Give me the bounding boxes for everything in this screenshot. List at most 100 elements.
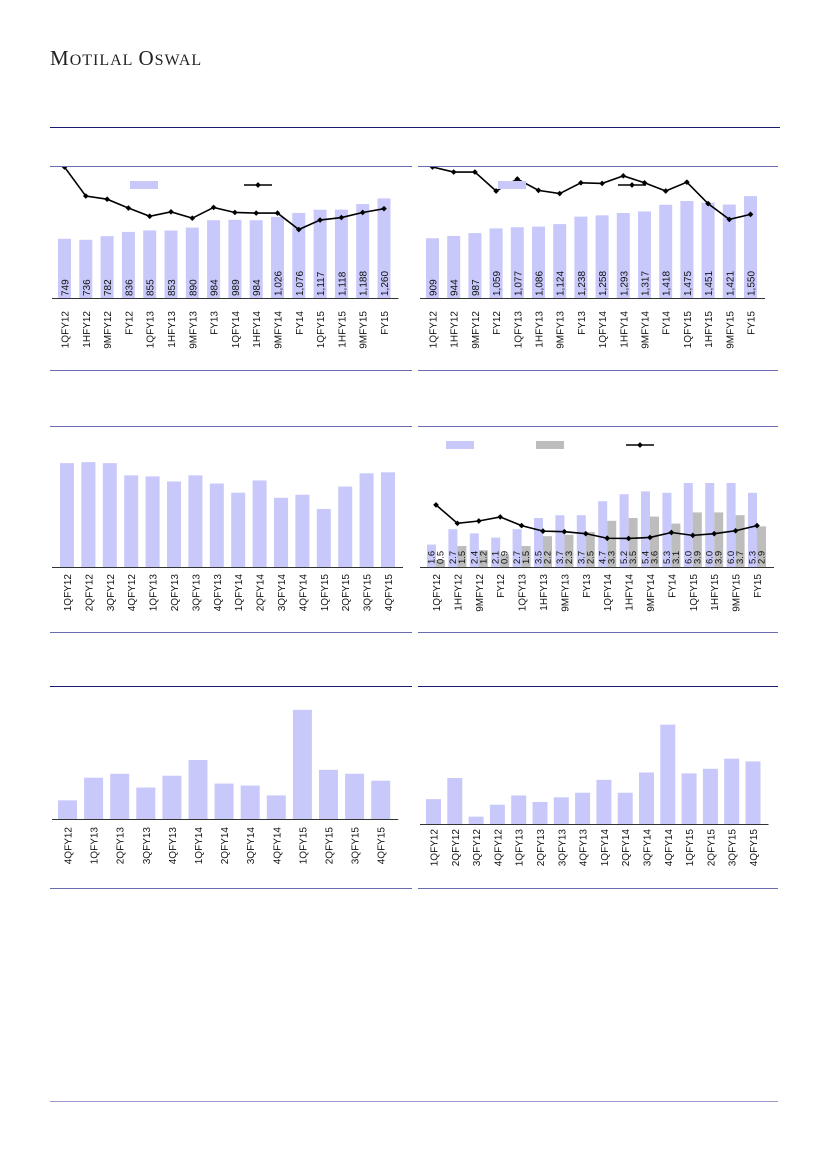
- bar-s1-5: [534, 518, 543, 567]
- x-tick-label-8: 1QFY14: [598, 311, 609, 349]
- x-tick-label-0: 1QFY12: [61, 311, 72, 349]
- data-label-s2-14: 3.7: [735, 551, 746, 564]
- x-tick-label-15: FY15: [380, 311, 391, 335]
- data-label-15: 1,260: [380, 271, 391, 296]
- data-label-s2-12: 3.9: [692, 551, 703, 564]
- legend-swatch-series2: [536, 441, 564, 449]
- chart-5: 4QFY12 1QFY13 2QFY13 3QFY13 4QFY13 1QFY14 2QFY…: [52, 709, 399, 865]
- bar-1: [84, 777, 104, 819]
- x-tick-label-9: 2QFY14: [621, 829, 632, 867]
- bar-s2-7: [585, 532, 595, 567]
- data-label-6: 1,124: [556, 271, 567, 296]
- data-label-s1-7: 3.7: [576, 551, 587, 564]
- chart-3: 1QFY12 2QFY12 3QFY12 4QFY12 1QFY13 2QFY13 3QFY…: [52, 462, 403, 612]
- x-tick-label-2: 9MFY12: [471, 311, 482, 349]
- chart-panel-4: 1.6 2.7 2.4 2.1 2.7 3.5 3.7 3.7 4.7 5.2 5.4 5.3 6.0 6…: [418, 426, 778, 633]
- chart-panel-2: 909 944 987 1,059 1,077 1,086 1,124 1,238 1,258 1…: [418, 164, 778, 371]
- data-label-s2-15: 2.9: [757, 551, 768, 564]
- bar-15: [377, 198, 391, 298]
- x-tick-label-4: 1QFY13: [146, 311, 157, 349]
- x-tick-label-2: 9MFY12: [475, 574, 486, 612]
- x-tick-label-14: 9MFY15: [732, 574, 743, 612]
- data-label-s2-6: 2.3: [564, 551, 575, 564]
- legend-line-marker: [629, 182, 635, 188]
- bar-s1-3: [491, 537, 501, 567]
- data-label-s1-0: 1.6: [427, 551, 438, 564]
- x-tick-label-8: 4QFY14: [272, 827, 283, 865]
- x-tick-label-13: 1HFY15: [710, 574, 721, 611]
- x-tick-label-1: 1HFY12: [450, 311, 461, 348]
- x-tick-label-2: 3QFY12: [106, 574, 117, 612]
- data-label-s2-7: 2.5: [585, 551, 596, 564]
- line-marker-4: [518, 522, 525, 529]
- bar-2: [468, 816, 484, 824]
- bar-s1-8: [598, 501, 608, 567]
- bar-s1-12: [683, 483, 693, 567]
- x-tick-label-11: 3QFY15: [351, 827, 362, 865]
- data-label-7: 1,238: [577, 271, 588, 296]
- x-tick-label-9: 1HFY14: [252, 311, 263, 348]
- bar-s1-15: [748, 492, 757, 567]
- data-label-s2-9: 3.5: [628, 551, 639, 564]
- data-label-s1-6: 3.7: [555, 551, 566, 564]
- x-tick-label-8: 1QFY14: [600, 829, 611, 867]
- x-tick-label-7: 4QFY13: [213, 574, 224, 612]
- bar-6: [214, 783, 234, 819]
- logo-small-2: SWAL: [154, 52, 203, 69]
- bar-8: [596, 779, 612, 824]
- bar-9: [617, 792, 633, 824]
- line-marker-15: [381, 205, 387, 212]
- bar-1: [447, 778, 463, 824]
- data-label-5: 1,086: [535, 271, 546, 296]
- line-marker-15: [754, 522, 760, 529]
- data-label-s1-9: 5.2: [619, 551, 630, 564]
- bar-2: [100, 236, 114, 298]
- bar-0: [426, 799, 441, 824]
- data-label-s2-5: 2.2: [543, 551, 554, 564]
- data-label-8: 1,258: [598, 271, 609, 296]
- data-label-s1-14: 6.0: [726, 551, 737, 564]
- bar-s1-7: [576, 515, 586, 567]
- data-label-s2-11: 3.1: [671, 551, 682, 564]
- line-marker-9: [620, 173, 627, 179]
- line-marker-7: [210, 204, 217, 211]
- bar-s1-10: [641, 491, 650, 567]
- bar-s2-13: [714, 512, 724, 567]
- line-series: [432, 166, 751, 221]
- line-marker-6: [189, 215, 196, 221]
- bar-3: [489, 804, 505, 824]
- bar-3: [136, 787, 156, 819]
- bar-13: [702, 768, 718, 824]
- bar-14: [359, 473, 374, 567]
- x-tick-label-10: 9MFY14: [274, 311, 285, 349]
- x-tick-label-10: 9MFY14: [646, 574, 657, 612]
- bar-15: [381, 472, 395, 567]
- bar-5: [532, 226, 545, 298]
- bar-5: [188, 760, 208, 819]
- data-label-10: 1,026: [274, 271, 285, 296]
- chart-panel-6: 1QFY12 2QFY12 3QFY12 4QFY12 1QFY13 2QFY13 3QFY…: [418, 686, 778, 889]
- bar-12: [681, 773, 697, 824]
- bar-s2-1: [457, 546, 467, 567]
- bar-s2-2: [478, 550, 488, 567]
- x-tick-label-12: 1QFY15: [316, 311, 327, 349]
- x-tick-label-6: 2QFY14: [220, 827, 231, 865]
- bar-6: [553, 797, 569, 824]
- x-tick-label-5: 1QFY14: [194, 827, 205, 865]
- data-label-13: 1,451: [704, 271, 715, 296]
- bar-13: [334, 209, 348, 298]
- bar-5: [532, 801, 548, 824]
- bar-s2-6: [564, 534, 574, 567]
- data-label-s1-13: 6.0: [705, 551, 716, 564]
- line-marker-1: [450, 169, 457, 175]
- x-tick-label-9: 1HFY14: [625, 574, 636, 611]
- data-label-s2-1: 1.5: [457, 551, 468, 564]
- x-tick-label-13: 2QFY15: [341, 574, 352, 612]
- bar-1: [81, 462, 96, 567]
- x-tick-label-15: 4QFY15: [749, 829, 760, 867]
- x-tick-label-14: 9MFY15: [725, 311, 736, 349]
- data-label-13: 1,118: [337, 271, 348, 296]
- bar-9: [249, 220, 263, 298]
- bar-7: [207, 220, 221, 298]
- x-tick-label-15: FY15: [753, 574, 764, 598]
